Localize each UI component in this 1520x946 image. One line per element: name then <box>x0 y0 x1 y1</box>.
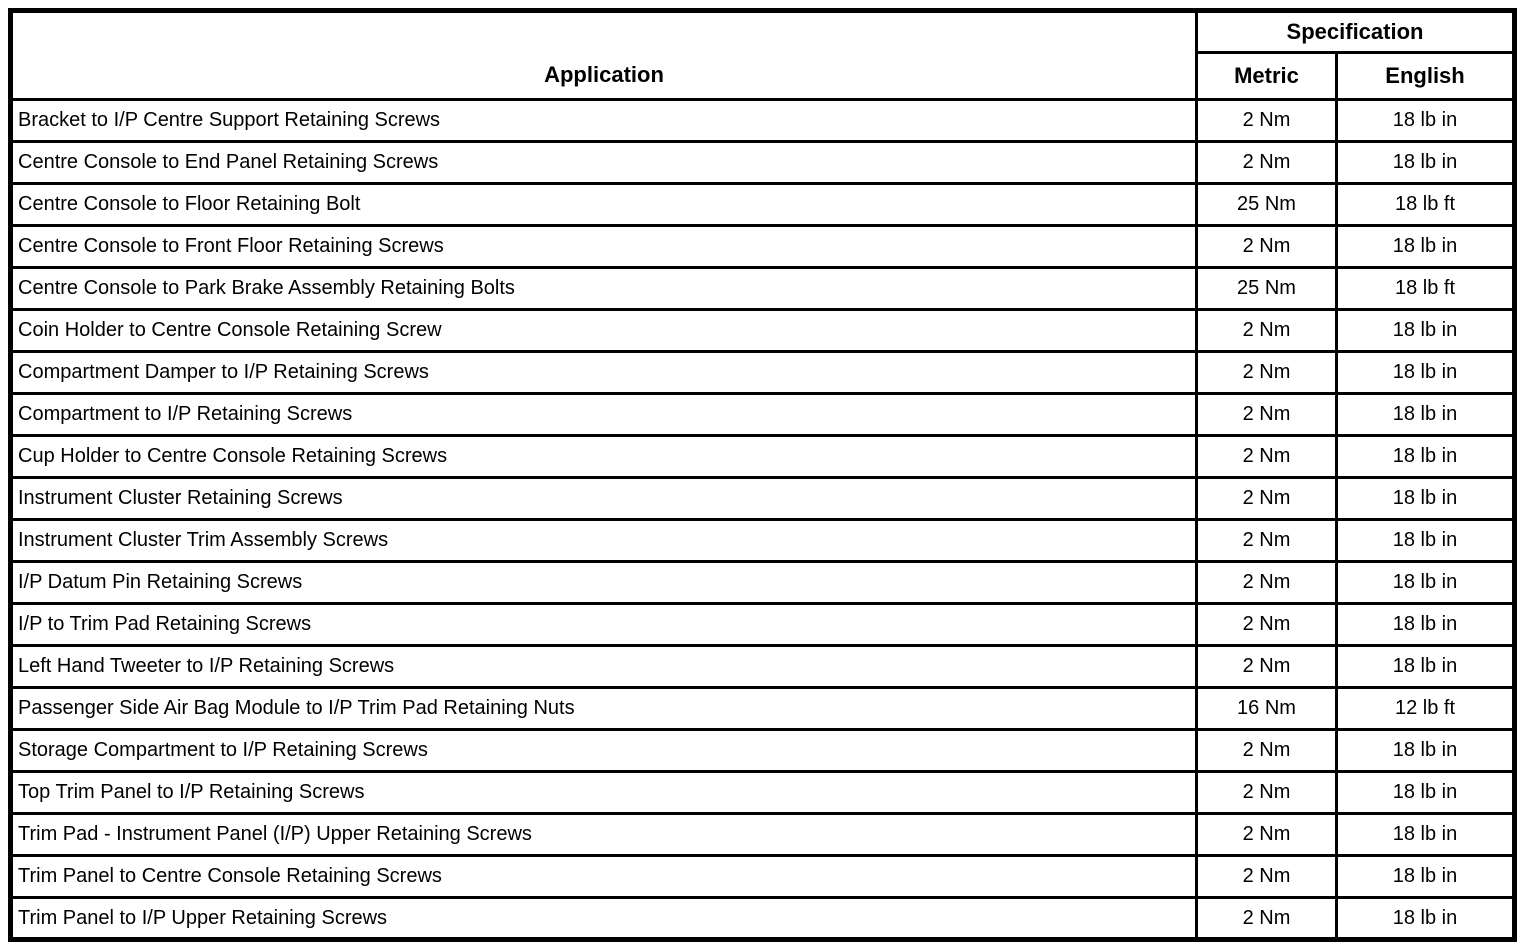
application-cell: Centre Console to Park Brake Assembly Re… <box>9 266 1198 311</box>
application-cell: Coin Holder to Centre Console Retaining … <box>9 308 1198 353</box>
english-cell: 18 lb in <box>1334 770 1517 815</box>
application-cell: I/P Datum Pin Retaining Screws <box>9 560 1198 605</box>
table-row: Bracket to I/P Centre Support Retaining … <box>9 98 1517 143</box>
application-cell: Trim Panel to I/P Upper Retaining Screws <box>9 896 1198 941</box>
table-row: I/P to Trim Pad Retaining Screws 2 Nm 18… <box>9 602 1517 647</box>
english-cell: 18 lb in <box>1334 434 1517 479</box>
table-row: Instrument Cluster Retaining Screws 2 Nm… <box>9 476 1517 521</box>
metric-cell: 2 Nm <box>1195 140 1338 185</box>
application-cell: Bracket to I/P Centre Support Retaining … <box>9 98 1198 143</box>
metric-cell: 2 Nm <box>1195 518 1338 563</box>
table-row: Top Trim Panel to I/P Retaining Screws 2… <box>9 770 1517 815</box>
application-cell: I/P to Trim Pad Retaining Screws <box>9 602 1198 647</box>
application-cell: Instrument Cluster Trim Assembly Screws <box>9 518 1198 563</box>
application-cell: Compartment to I/P Retaining Screws <box>9 392 1198 437</box>
application-cell: Trim Panel to Centre Console Retaining S… <box>9 854 1198 899</box>
metric-cell: 2 Nm <box>1195 224 1338 269</box>
english-cell: 18 lb in <box>1334 350 1517 395</box>
english-cell: 18 lb in <box>1334 728 1517 773</box>
table-row: Trim Panel to Centre Console Retaining S… <box>9 854 1517 899</box>
english-cell: 18 lb in <box>1334 812 1517 857</box>
table-row: Coin Holder to Centre Console Retaining … <box>9 308 1517 353</box>
application-cell: Centre Console to Front Floor Retaining … <box>9 224 1198 269</box>
table-row: Storage Compartment to I/P Retaining Scr… <box>9 728 1517 773</box>
table-row: Cup Holder to Centre Console Retaining S… <box>9 434 1517 479</box>
metric-cell: 2 Nm <box>1195 392 1338 437</box>
specification-column-header: Specification <box>1194 9 1517 54</box>
table-row: Compartment Damper to I/P Retaining Scre… <box>9 350 1517 395</box>
table-body: Bracket to I/P Centre Support Retaining … <box>9 98 1517 941</box>
application-cell: Centre Console to Floor Retaining Bolt <box>9 182 1198 227</box>
table-row: Centre Console to Park Brake Assembly Re… <box>9 266 1517 311</box>
table-row: I/P Datum Pin Retaining Screws 2 Nm 18 l… <box>9 560 1517 605</box>
header-row-1: Application Specification <box>9 9 1517 101</box>
application-column-header: Application <box>9 9 1198 101</box>
metric-cell: 2 Nm <box>1195 560 1338 605</box>
table-row: Centre Console to Floor Retaining Bolt 2… <box>9 182 1517 227</box>
table-row: Compartment to I/P Retaining Screws 2 Nm… <box>9 392 1517 437</box>
application-cell: Passenger Side Air Bag Module to I/P Tri… <box>9 686 1198 731</box>
torque-specifications-table: Application Specification Metric English… <box>8 8 1518 942</box>
metric-cell: 2 Nm <box>1195 896 1338 941</box>
english-cell: 18 lb in <box>1334 392 1517 437</box>
application-cell: Trim Pad - Instrument Panel (I/P) Upper … <box>9 812 1198 857</box>
english-cell: 18 lb in <box>1334 602 1517 647</box>
table-row: Centre Console to Front Floor Retaining … <box>9 224 1517 269</box>
table-row: Trim Panel to I/P Upper Retaining Screws… <box>9 896 1517 941</box>
header-row-2: Metric English <box>11 51 1517 101</box>
application-cell: Centre Console to End Panel Retaining Sc… <box>9 140 1198 185</box>
application-cell: Left Hand Tweeter to I/P Retaining Screw… <box>9 644 1198 689</box>
metric-cell: 2 Nm <box>1195 308 1338 353</box>
table-header: Application Specification Metric English <box>9 9 1517 101</box>
application-cell: Top Trim Panel to I/P Retaining Screws <box>9 770 1198 815</box>
metric-column-header: Metric <box>1195 51 1338 101</box>
english-cell: 18 lb in <box>1334 854 1517 899</box>
metric-cell: 2 Nm <box>1195 770 1338 815</box>
metric-cell: 2 Nm <box>1195 476 1338 521</box>
english-cell: 18 lb in <box>1334 644 1517 689</box>
table-row: Passenger Side Air Bag Module to I/P Tri… <box>9 686 1517 731</box>
english-cell: 18 lb in <box>1334 308 1517 353</box>
metric-cell: 2 Nm <box>1195 812 1338 857</box>
table-row: Instrument Cluster Trim Assembly Screws … <box>9 518 1517 563</box>
english-cell: 18 lb ft <box>1334 266 1517 311</box>
english-column-header: English <box>1334 51 1517 101</box>
application-cell: Instrument Cluster Retaining Screws <box>9 476 1198 521</box>
application-cell: Compartment Damper to I/P Retaining Scre… <box>9 350 1198 395</box>
english-cell: 18 lb in <box>1334 518 1517 563</box>
metric-cell: 25 Nm <box>1195 182 1338 227</box>
metric-cell: 2 Nm <box>1195 98 1338 143</box>
metric-cell: 2 Nm <box>1195 602 1338 647</box>
metric-cell: 16 Nm <box>1195 686 1338 731</box>
english-cell: 18 lb in <box>1334 896 1517 941</box>
english-cell: 18 lb in <box>1334 224 1517 269</box>
application-cell: Cup Holder to Centre Console Retaining S… <box>9 434 1198 479</box>
english-cell: 18 lb in <box>1334 98 1517 143</box>
table-row: Centre Console to End Panel Retaining Sc… <box>9 140 1517 185</box>
metric-cell: 2 Nm <box>1195 644 1338 689</box>
english-cell: 12 lb ft <box>1334 686 1517 731</box>
table-row: Trim Pad - Instrument Panel (I/P) Upper … <box>9 812 1517 857</box>
english-cell: 18 lb in <box>1334 140 1517 185</box>
metric-cell: 2 Nm <box>1195 350 1338 395</box>
metric-cell: 2 Nm <box>1195 854 1338 899</box>
english-cell: 18 lb in <box>1334 560 1517 605</box>
english-cell: 18 lb in <box>1334 476 1517 521</box>
metric-cell: 25 Nm <box>1195 266 1338 311</box>
english-cell: 18 lb ft <box>1334 182 1517 227</box>
table-row: Left Hand Tweeter to I/P Retaining Screw… <box>9 644 1517 689</box>
application-cell: Storage Compartment to I/P Retaining Scr… <box>9 728 1198 773</box>
metric-cell: 2 Nm <box>1195 434 1338 479</box>
metric-cell: 2 Nm <box>1195 728 1338 773</box>
